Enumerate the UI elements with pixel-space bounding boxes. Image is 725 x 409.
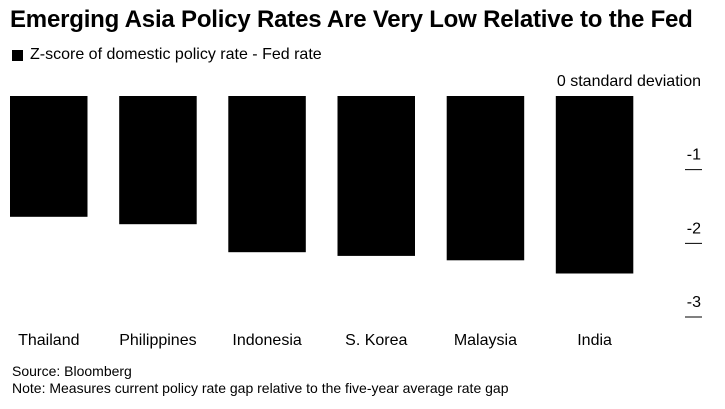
legend-label: Z-score of domestic policy rate - Fed ra… xyxy=(30,46,322,63)
bar-thailand xyxy=(10,96,88,217)
bar-indonesia xyxy=(228,96,306,253)
source-note: Source: Bloomberg xyxy=(12,363,132,379)
x-tick-label: Thailand xyxy=(18,332,79,349)
x-tick-label: Malaysia xyxy=(454,332,517,349)
y-tick-label: -3 xyxy=(687,294,701,311)
x-tick-label: India xyxy=(577,332,612,349)
legend-swatch xyxy=(12,49,23,61)
footnote: Note: Measures current policy rate gap r… xyxy=(12,380,509,396)
legend: Z-score of domestic policy rate - Fed ra… xyxy=(12,46,322,64)
bar-s-korea xyxy=(337,96,415,256)
x-tick-label: Indonesia xyxy=(232,332,301,349)
x-tick-label: Philippines xyxy=(119,332,196,349)
bar-malaysia xyxy=(446,96,525,261)
y-tick-label: -1 xyxy=(687,147,701,164)
y-tick-label: 0 standard deviation xyxy=(557,73,701,90)
x-tick-label: S. Korea xyxy=(345,332,407,349)
chart-title: Emerging Asia Policy Rates Are Very Low … xyxy=(10,6,693,33)
bar-philippines xyxy=(119,96,197,225)
bar-india xyxy=(555,96,634,274)
y-tick-label: -2 xyxy=(687,220,701,237)
